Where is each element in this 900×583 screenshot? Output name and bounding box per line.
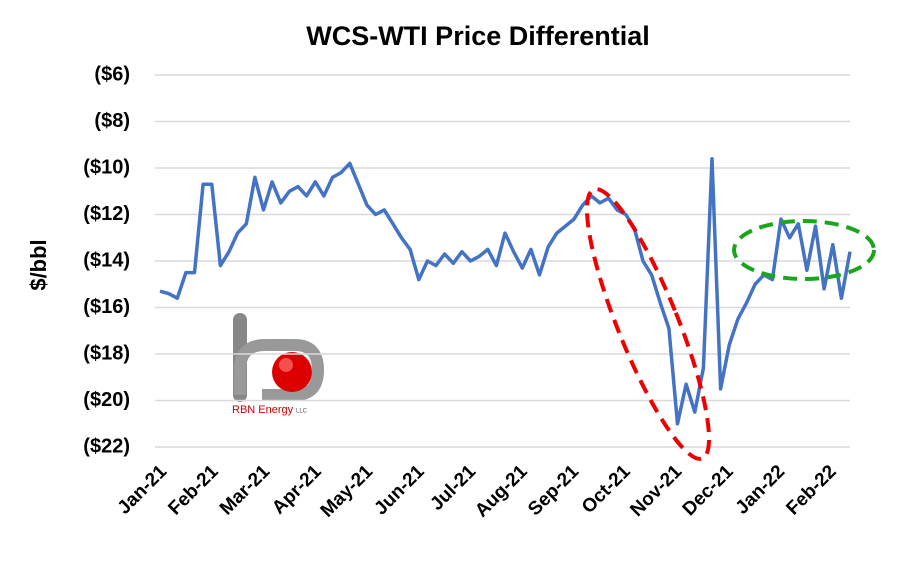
x-tick-label: Jun-21 (370, 461, 428, 519)
annotation-ellipse (732, 219, 876, 281)
y-tick-label: ($20) (83, 389, 130, 411)
x-tick-label: Oct-21 (578, 461, 635, 518)
y-tick-label: ($18) (83, 342, 130, 364)
y-tick-label: ($12) (83, 203, 130, 225)
x-tick-label: Feb-21 (164, 461, 222, 519)
x-tick-label: Sep-21 (524, 461, 583, 520)
y-tick-label: ($22) (83, 435, 130, 457)
y-tick-label: ($10) (83, 156, 130, 178)
logo-suffix: LLC (296, 409, 308, 415)
x-tick-label: Nov-21 (626, 461, 686, 521)
y-tick-label: ($14) (83, 249, 130, 271)
annotation-ellipse (584, 187, 712, 461)
x-tick-label: Apr-21 (268, 461, 326, 519)
logo: RBN Energy LLC (232, 313, 325, 416)
x-tick-label: Dec-21 (679, 461, 738, 520)
y-tick-label: ($8) (94, 110, 130, 132)
y-tick-label: ($6) (94, 63, 130, 85)
x-tick-label: Jan-21 (114, 461, 172, 519)
chart-title: WCS-WTI Price Differential (306, 21, 650, 51)
logo-text: RBN Energy (232, 404, 294, 416)
x-tick-label: Feb-22 (782, 461, 840, 519)
y-tick-label: ($16) (83, 296, 130, 318)
x-tick-label: May-21 (317, 461, 378, 522)
y-axis-label: $/bbl (26, 239, 51, 290)
x-tick-label: Mar-21 (216, 461, 274, 519)
data-line (159, 156, 852, 426)
x-tick-label: Aug-21 (471, 461, 532, 522)
x-tick-label: Jan-22 (732, 461, 789, 518)
